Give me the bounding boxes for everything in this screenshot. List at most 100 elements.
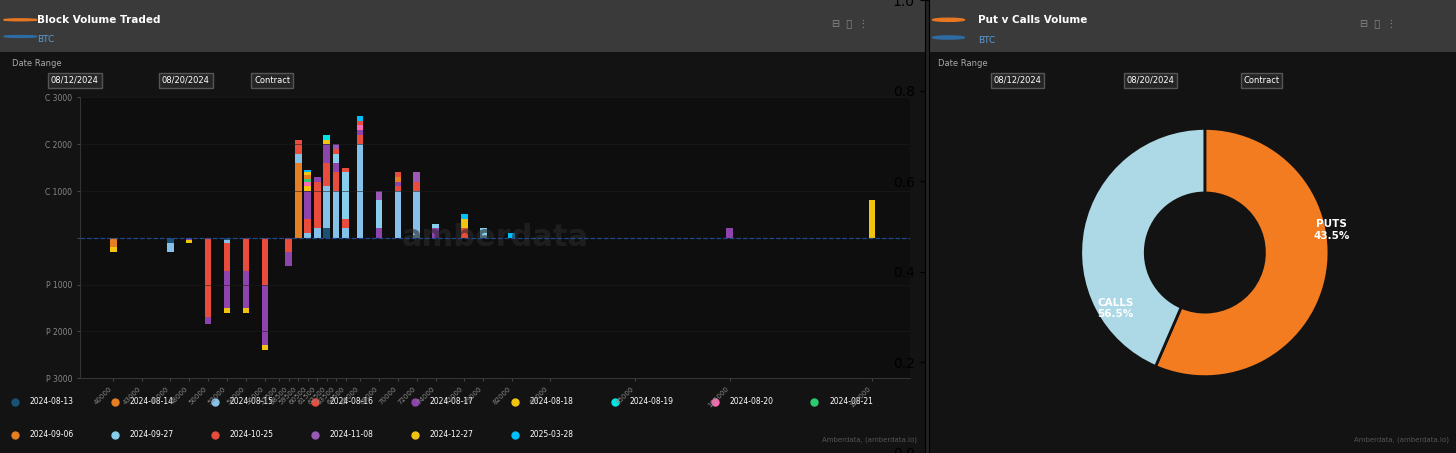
Text: Amberdata, (amberdata.io): Amberdata, (amberdata.io) [1354,437,1449,443]
Bar [323,186,331,228]
Bar [376,228,381,238]
Text: 08/12/2024: 08/12/2024 [51,76,99,85]
Bar [314,182,320,228]
Bar [395,172,402,177]
Bar [243,270,249,308]
Bar [727,228,734,238]
Bar [323,140,331,144]
Bar [314,228,320,238]
Bar [342,172,349,219]
Text: Date Range: Date Range [12,59,61,68]
Bar [333,144,339,149]
Bar [333,172,339,191]
Bar [323,228,331,238]
Bar [304,186,312,191]
Text: Contract: Contract [1243,76,1280,85]
Bar [296,154,301,163]
Bar [342,219,349,228]
Text: 2024-12-27: 2024-12-27 [430,430,473,439]
Bar [333,154,339,163]
Text: ⊟  ⓘ  ⋮: ⊟ ⓘ ⋮ [1360,19,1396,29]
Bar [395,182,402,186]
Bar [111,247,116,252]
Bar [262,284,268,346]
Text: 2024-09-27: 2024-09-27 [130,430,173,439]
Bar [111,238,116,247]
Bar [304,170,312,172]
Text: 2024-08-16: 2024-08-16 [329,397,373,406]
Bar [462,214,467,219]
Bar [304,191,312,219]
Text: ⊟  ⓘ  ⋮: ⊟ ⓘ ⋮ [833,19,868,29]
Text: Contract: Contract [255,76,290,85]
Bar [224,242,230,270]
Bar [395,191,402,238]
Text: amberdata: amberdata [402,223,588,252]
Text: 2024-11-08: 2024-11-08 [329,430,373,439]
Bar [395,186,402,191]
Bar [314,177,320,182]
Circle shape [932,18,964,21]
Text: BTC: BTC [36,35,54,44]
Text: 2024-08-21: 2024-08-21 [828,397,874,406]
Bar [304,179,312,182]
Bar [224,238,230,240]
Text: 2024-09-06: 2024-09-06 [29,430,74,439]
Text: 2024-08-20: 2024-08-20 [729,397,773,406]
Text: 2024-08-15: 2024-08-15 [229,397,274,406]
Circle shape [4,35,36,38]
Wedge shape [1156,128,1329,377]
Text: Date Range: Date Range [938,59,987,68]
Bar [342,168,349,172]
Text: 2024-08-18: 2024-08-18 [529,397,574,406]
Bar [333,149,339,154]
Bar [376,200,381,228]
Text: 08/20/2024: 08/20/2024 [1127,76,1175,85]
Text: CALLS
56.5%: CALLS 56.5% [1098,298,1134,319]
Circle shape [932,36,964,39]
Bar [243,238,249,270]
Bar [480,228,486,238]
Text: 2025-03-28: 2025-03-28 [529,430,574,439]
Bar [323,163,331,186]
Text: BTC: BTC [978,37,994,45]
Bar [186,240,192,242]
Bar [167,242,173,252]
Bar [205,238,211,318]
Wedge shape [1080,128,1206,366]
Text: 08/12/2024: 08/12/2024 [993,76,1041,85]
Bar [167,238,173,242]
Bar [432,224,440,228]
Bar [296,163,301,238]
Bar [432,228,440,238]
Bar [357,125,363,130]
Bar [323,135,331,140]
Text: 2024-08-17: 2024-08-17 [430,397,473,406]
Bar [304,175,312,179]
Bar [414,172,421,182]
Bar [462,219,467,228]
Bar [262,346,268,350]
Bar [304,172,312,174]
Bar [376,191,381,200]
Bar [357,116,363,121]
Bar [333,191,339,238]
Circle shape [1146,193,1264,312]
Bar [342,228,349,238]
Bar [414,182,421,191]
Text: Put v Calls Volume: Put v Calls Volume [978,14,1088,24]
Text: PUTS
43.5%: PUTS 43.5% [1313,219,1350,241]
Bar [224,240,230,242]
Bar [333,163,339,172]
Text: 08/20/2024: 08/20/2024 [162,76,210,85]
Text: Block Volume Traded: Block Volume Traded [36,14,160,24]
Bar [304,219,312,233]
Bar [186,238,192,240]
Bar [508,233,515,238]
Bar [243,308,249,313]
Bar [357,144,363,238]
Bar [462,228,467,238]
Circle shape [4,19,36,21]
Bar [323,144,331,163]
Bar [357,130,363,135]
